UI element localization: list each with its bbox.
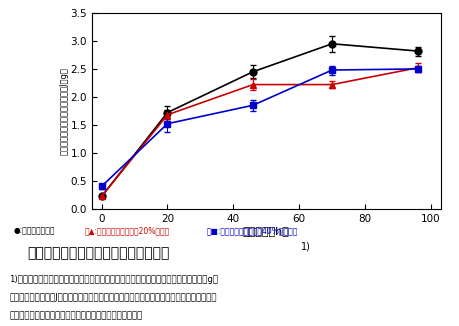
Text: ▲:湯種製法（湯種生备20%添加）: ▲:湯種製法（湯種生备20%添加） — [85, 227, 170, 236]
Text: ●:従来法（対照）: ●:従来法（対照） — [14, 227, 55, 236]
Y-axis label: 老化デンプンのエンタルピー（J／g）: 老化デンプンのエンタルピー（J／g） — [60, 67, 69, 155]
Text: の指標であり、老化デンプン量と比例する測定値である。: の指標であり、老化デンプン量と比例する測定値である。 — [9, 311, 142, 320]
Text: 当たりのジュール（J）で示した。老化デンプンエンタルピー値はパン中の老化デンプン量: 当たりのジュール（J）で示した。老化デンプンエンタルピー値はパン中の老化デンプン… — [9, 293, 217, 303]
Text: 1): 1) — [301, 241, 311, 251]
Text: 1)グラフの縦のバーは標準偏差を示す。老化デンプンエンタルピーは乾燥パン重量（g）: 1)グラフの縦のバーは標準偏差を示す。老化デンプンエンタルピーは乾燥パン重量（g… — [9, 275, 218, 285]
X-axis label: 保存時間（h）: 保存時間（h） — [243, 226, 290, 236]
Text: 図２　湯種食パン中のデンプンの老化: 図２ 湯種食パン中のデンプンの老化 — [28, 246, 170, 260]
Text: ■:湯種製法（湯種生备40%添加））: ■:湯種製法（湯種生备40%添加）） — [207, 227, 298, 236]
